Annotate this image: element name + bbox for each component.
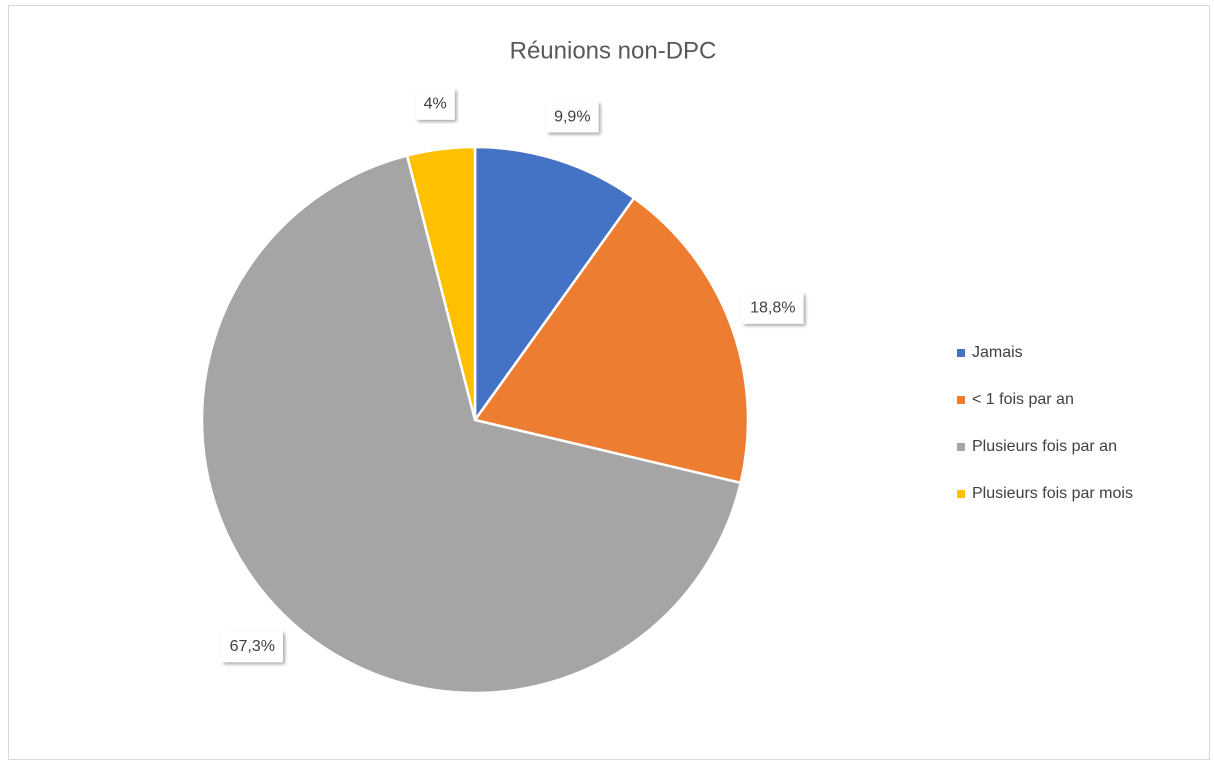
legend-swatch: [957, 490, 965, 498]
data-label-box: [742, 292, 804, 324]
data-label-text: 4%: [424, 96, 447, 113]
data-label-box: [415, 88, 455, 120]
pie-slice: [472, 196, 750, 485]
pie-slice: [405, 145, 477, 421]
data-label-box: [221, 631, 283, 663]
data-label: 18,8%: [742, 292, 804, 324]
legend-swatch: [957, 396, 965, 404]
legend-label: Jamais: [972, 344, 1023, 361]
chart-title: Réunions non-DPC: [510, 37, 717, 64]
pie-slice: [473, 145, 636, 424]
data-label: 9,9%: [546, 101, 599, 133]
legend-label: < 1 fois par an: [972, 391, 1074, 408]
legend-swatch: [957, 443, 965, 451]
data-label: 67,3%: [221, 631, 283, 663]
legend-label: Plusieurs fois par an: [972, 438, 1117, 455]
pie-slice: [200, 154, 743, 695]
data-label-text: 18,8%: [750, 300, 795, 317]
legend-label: Plusieurs fois par mois: [972, 485, 1133, 502]
data-label: 4%: [415, 88, 455, 120]
data-label-text: 67,3%: [230, 638, 275, 655]
legend-swatch: [957, 349, 965, 357]
data-label-box: [546, 101, 599, 133]
data-label-text: 9,9%: [554, 108, 590, 125]
